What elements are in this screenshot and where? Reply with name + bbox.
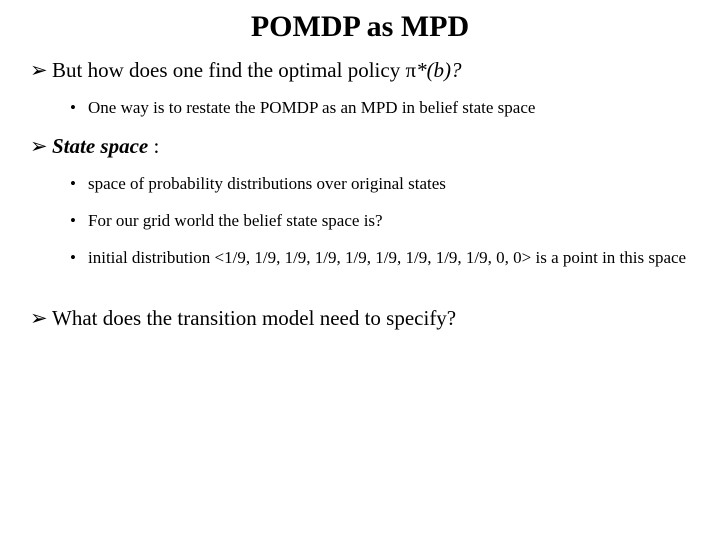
subbullet-grid-world: • For our grid world the belief state sp… xyxy=(70,210,690,233)
subbullet-text: space of probability distributions over … xyxy=(88,173,690,196)
bullet-text: But how does one find the optimal policy… xyxy=(52,58,690,83)
subbullet-text: For our grid world the belief state spac… xyxy=(88,210,690,233)
bullet-optimal-policy: ➢ But how does one find the optimal poli… xyxy=(30,58,690,83)
bullet-icon: • xyxy=(70,210,88,233)
pi-symbol: π xyxy=(405,58,416,82)
bullet-icon: • xyxy=(70,97,88,120)
bullet-text: State space : xyxy=(52,134,690,159)
subbullet-text: One way is to restate the POMDP as an MP… xyxy=(88,97,690,120)
text-prefix: But how does one find the optimal policy xyxy=(52,58,405,82)
bullet-icon: • xyxy=(70,247,88,270)
bullet-state-space: ➢ State space : xyxy=(30,134,690,159)
chevron-right-icon: ➢ xyxy=(30,58,52,83)
spacer xyxy=(30,284,690,306)
slide: POMDP as MPD ➢ But how does one find the… xyxy=(0,0,720,540)
subbullet-prob-dist: • space of probability distributions ove… xyxy=(70,173,690,196)
subbullet-restate: • One way is to restate the POMDP as an … xyxy=(70,97,690,120)
bullet-transition-model: ➢ What does the transition model need to… xyxy=(30,306,690,331)
text-tail: : xyxy=(148,134,159,158)
text-suffix: *(b)? xyxy=(416,58,462,82)
text-emph: State space xyxy=(52,134,148,158)
chevron-right-icon: ➢ xyxy=(30,134,52,159)
subbullet-initial-dist: • initial distribution <1/9, 1/9, 1/9, 1… xyxy=(70,247,690,270)
chevron-right-icon: ➢ xyxy=(30,306,52,331)
slide-title: POMDP as MPD xyxy=(30,10,690,44)
subbullet-text: initial distribution <1/9, 1/9, 1/9, 1/9… xyxy=(88,247,690,270)
bullet-text: What does the transition model need to s… xyxy=(52,306,690,331)
bullet-icon: • xyxy=(70,173,88,196)
